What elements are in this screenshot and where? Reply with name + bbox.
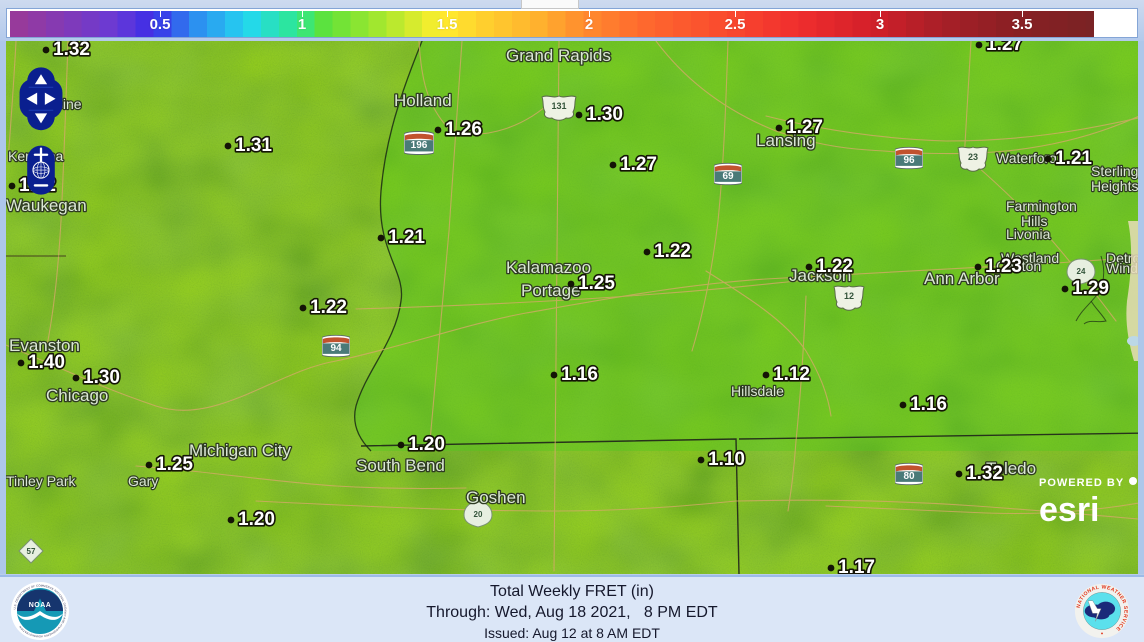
svg-text:57: 57 — [27, 547, 36, 556]
svg-text:Holland: Holland — [394, 91, 452, 110]
svg-text:94: 94 — [330, 343, 342, 354]
svg-text:Hillsdale: Hillsdale — [731, 383, 784, 399]
svg-text:POWERED BY: POWERED BY — [1039, 477, 1124, 489]
svg-text:1.30: 1.30 — [586, 104, 623, 125]
svg-text:Michigan City: Michigan City — [189, 441, 292, 460]
svg-text:24: 24 — [1077, 267, 1086, 276]
svg-text:1.20: 1.20 — [408, 434, 445, 455]
svg-text:1.29: 1.29 — [1072, 278, 1109, 299]
svg-text:12: 12 — [844, 291, 854, 301]
svg-text:Heights: Heights — [1091, 178, 1138, 194]
svg-text:1.32: 1.32 — [966, 463, 1003, 484]
svg-text:1.25: 1.25 — [578, 273, 615, 294]
svg-text:Livonia: Livonia — [1006, 226, 1051, 242]
svg-text:1.22: 1.22 — [310, 297, 347, 318]
svg-text:Tinley Park: Tinley Park — [6, 473, 77, 489]
svg-text:1.21: 1.21 — [1055, 148, 1092, 169]
svg-text:1.27: 1.27 — [620, 154, 657, 175]
svg-text:1.16: 1.16 — [910, 394, 947, 415]
svg-text:1.10: 1.10 — [708, 449, 745, 470]
svg-text:NOAA: NOAA — [29, 602, 52, 609]
svg-text:Farmington: Farmington — [1006, 198, 1077, 214]
svg-text:1.31: 1.31 — [235, 135, 272, 156]
svg-text:Gary: Gary — [128, 473, 158, 489]
svg-text:esri: esri — [1039, 491, 1100, 529]
svg-text:Grand Rapids: Grand Rapids — [506, 46, 611, 65]
svg-text:Windsor: Windsor — [1106, 260, 1144, 276]
svg-text:1.22: 1.22 — [654, 241, 691, 262]
svg-text:1.23: 1.23 — [985, 256, 1022, 277]
svg-text:1.26: 1.26 — [445, 119, 482, 140]
svg-text:20: 20 — [474, 510, 483, 519]
svg-text:1.22: 1.22 — [816, 256, 853, 277]
svg-text:1.27: 1.27 — [786, 117, 823, 138]
svg-text:1.40: 1.40 — [28, 352, 65, 373]
svg-text:1.17: 1.17 — [838, 557, 875, 574]
svg-text:80: 80 — [903, 471, 915, 482]
svg-text:1.25: 1.25 — [156, 454, 193, 475]
svg-text:1.20: 1.20 — [238, 509, 275, 530]
svg-text:Sterling: Sterling — [1091, 163, 1138, 179]
svg-text:1.30: 1.30 — [83, 367, 120, 388]
svg-text:131: 131 — [551, 101, 566, 111]
svg-text:1.21: 1.21 — [388, 227, 425, 248]
svg-text:South Bend: South Bend — [356, 456, 445, 475]
svg-text:Chicago: Chicago — [46, 386, 108, 405]
svg-text:1.27: 1.27 — [986, 41, 1023, 55]
svg-text:23: 23 — [968, 152, 978, 162]
svg-text:69: 69 — [722, 171, 734, 182]
svg-text:1.12: 1.12 — [773, 364, 810, 385]
svg-text:196: 196 — [411, 140, 428, 151]
svg-text:96: 96 — [903, 155, 915, 166]
svg-text:Goshen: Goshen — [466, 488, 526, 507]
svg-text:1.16: 1.16 — [561, 364, 598, 385]
